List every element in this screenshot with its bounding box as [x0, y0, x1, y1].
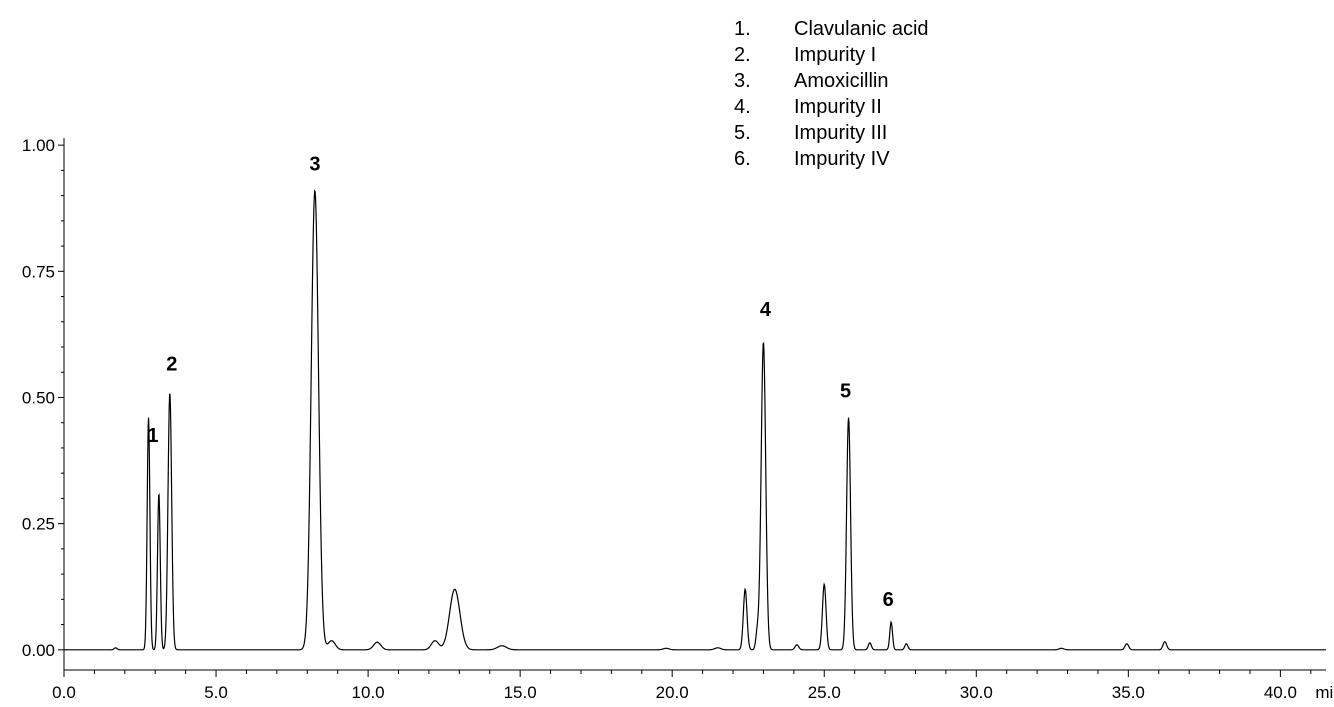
- chromatogram-trace: [64, 189, 1326, 651]
- x-tick-label: 5.0: [204, 683, 228, 702]
- y-tick-label: 0.50: [22, 388, 55, 407]
- y-tick-label: 0.75: [22, 262, 55, 281]
- peak-label-1: 1: [147, 425, 158, 447]
- legend-number-2: 2.: [734, 44, 751, 66]
- legend-number-5: 5.: [734, 122, 751, 144]
- peak-labels: 1 2 3 4 5 6: [147, 154, 893, 611]
- axes: 0.000.250.500.751.000.0 5.0 10.0 15.0 20.0 25…: [22, 136, 1334, 702]
- peak-label-3: 3: [309, 154, 320, 176]
- x-tick-label: 25.0: [808, 683, 841, 702]
- legend-number-1: 1.: [734, 18, 751, 40]
- legend-number-4: 4.: [734, 96, 751, 118]
- trace-layer: [64, 189, 1326, 651]
- peak-label-6: 6: [883, 589, 894, 611]
- peak-label-4: 4: [760, 299, 772, 321]
- legend-number-3: 3.: [734, 70, 751, 92]
- x-tick-label: 15.0: [504, 683, 537, 702]
- x-tick-label: 0.0: [52, 683, 76, 702]
- y-tick-label: 0.25: [22, 515, 55, 534]
- legend: 1. Clavulanic acid 2. Impurity I 3. Amoxicill…: [734, 18, 929, 170]
- y-tick-label: 1.00: [22, 136, 55, 155]
- x-tick-label: 20.0: [656, 683, 689, 702]
- x-tick-label: 30.0: [960, 683, 993, 702]
- y-tick-label: 0.00: [22, 641, 55, 660]
- legend-number-6: 6.: [734, 148, 751, 170]
- legend-name-5: Impurity III: [794, 122, 887, 144]
- x-unit-label: min: [1315, 683, 1334, 702]
- peak-label-5: 5: [840, 381, 851, 403]
- legend-name-4: Impurity II: [794, 96, 882, 118]
- peak-label-2: 2: [166, 353, 177, 375]
- x-tick-label: 40.0: [1264, 683, 1297, 702]
- legend-name-2: Impurity I: [794, 44, 876, 66]
- x-tick-label: 10.0: [352, 683, 385, 702]
- legend-name-3: Amoxicillin: [794, 70, 888, 92]
- legend-name-1: Clavulanic acid: [794, 18, 929, 40]
- legend-name-6: Impurity IV: [794, 148, 890, 170]
- x-tick-label: 35.0: [1112, 683, 1145, 702]
